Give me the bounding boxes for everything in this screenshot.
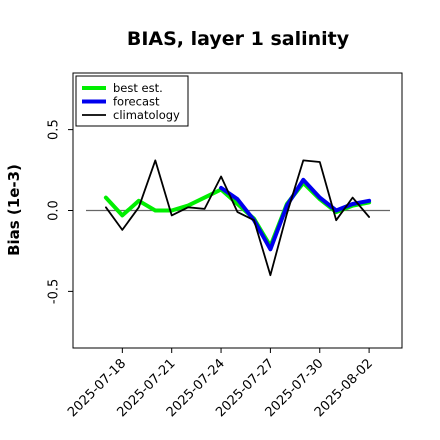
legend-label: best est. bbox=[113, 81, 163, 95]
y-axis-label: Bias (1e-3) bbox=[5, 164, 23, 256]
y-tick-label: 0.0 bbox=[47, 200, 62, 221]
legend-box bbox=[75, 75, 189, 127]
series-line-climatology bbox=[105, 159, 371, 277]
y-tick-label: 0.5 bbox=[47, 119, 62, 140]
y-tick-label: -0.5 bbox=[47, 279, 62, 304]
legend-label: forecast bbox=[113, 95, 160, 109]
series-line-best-est bbox=[103, 181, 372, 249]
series-line-forecast bbox=[219, 177, 372, 252]
chart-title: BIAS, layer 1 salinity bbox=[127, 28, 350, 50]
plot-area bbox=[86, 159, 390, 277]
legend-label: climatology bbox=[113, 108, 180, 122]
